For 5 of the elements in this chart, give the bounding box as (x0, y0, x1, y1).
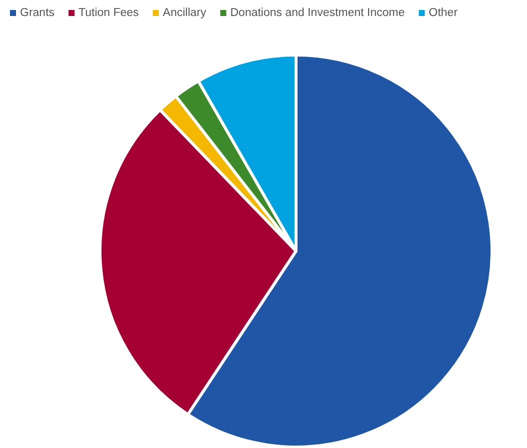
legend-label: Tution Fees (78, 7, 140, 19)
legend-label: Ancillary (162, 7, 207, 19)
legend-label: Donations and Investment Income (230, 7, 405, 19)
legend-label: Other (428, 7, 458, 19)
legend-label: Grants (20, 7, 55, 19)
